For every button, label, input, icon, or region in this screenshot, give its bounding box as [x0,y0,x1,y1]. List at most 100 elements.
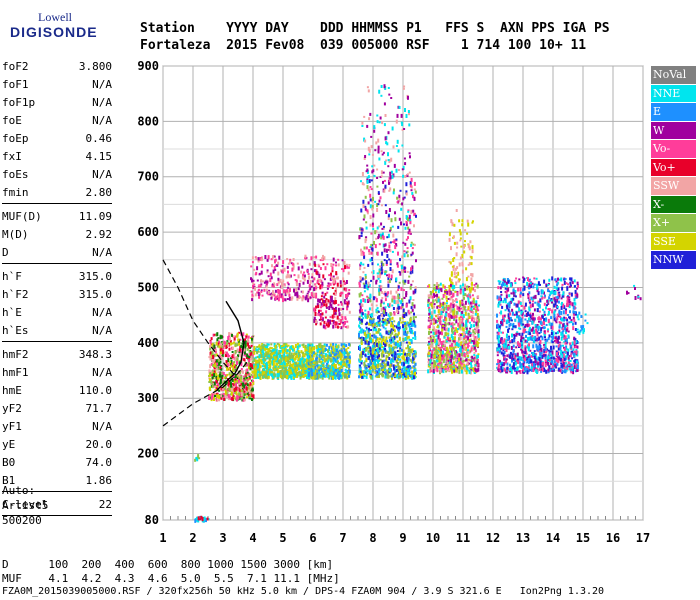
echo-point [227,353,229,358]
echo-point [365,346,367,349]
echo-point [317,312,320,316]
echo-point [322,350,325,354]
echo-point [430,311,433,315]
echo-point [301,290,304,294]
param-row: C-level 22 [2,496,112,514]
echo-point [433,305,436,309]
echo-point [365,326,368,329]
echo-point [359,370,362,374]
echo-point [278,292,281,297]
echo-point [381,297,384,299]
echo-point [240,375,243,380]
echo-point [331,362,334,365]
echo-point [399,342,402,346]
echo-point [321,284,324,287]
echo-point [339,280,342,285]
echo-point [313,287,316,292]
echo-point [256,346,259,348]
echo-point [377,362,380,367]
echo-point [252,279,255,282]
echo-point [378,291,381,296]
echo-point [457,340,460,345]
echo-point [392,346,395,351]
echo-point [248,361,250,366]
param-label: B0 [2,456,16,469]
echo-point [368,284,371,287]
echo-point [449,303,452,308]
echo-point [389,333,392,337]
echo-point [377,263,379,266]
echo-point [344,300,347,305]
echo-point [441,297,444,300]
echo-point [389,175,392,180]
echo-point [248,392,251,395]
echo-point [469,321,471,324]
echo-point [364,313,367,318]
echo-point [250,385,253,388]
echo-point [397,329,400,332]
echo-point [375,308,378,313]
echo-point [387,372,390,375]
auto-label: Auto: [2,484,36,497]
echo-point [392,359,395,363]
echo-point [329,353,332,357]
echo-point [477,309,480,312]
echo-point [272,366,275,371]
echo-point [324,371,326,375]
echo-point [262,359,265,364]
echo-point [246,396,248,399]
echo-point [242,393,245,397]
echo-point [439,354,442,358]
echo-point [381,235,384,239]
echo-point [435,285,438,290]
echo-point [360,312,363,317]
echo-point [381,353,384,358]
echo-point [340,301,342,304]
echo-point [457,322,460,327]
echo-point [321,305,324,308]
echo-point [366,169,369,174]
echo-point [386,142,389,146]
echo-point [341,268,344,270]
echo-point [470,345,473,348]
echo-point [476,284,479,289]
echo-point [437,338,440,341]
echo-point [295,282,298,287]
echo-point [382,302,385,305]
echo-point [362,337,365,341]
echo-point [325,323,328,327]
echo-point [364,207,367,211]
echo-point [389,187,392,191]
echo-point [224,389,227,392]
echo-point [385,159,388,162]
echo-point [471,294,474,297]
echo-point [371,344,374,348]
echo-point [392,241,395,243]
echo-point [236,335,239,338]
echo-point [282,297,285,301]
echo-point [333,315,336,318]
echo-point [318,373,320,378]
echo-point [287,283,290,286]
echo-point [194,518,197,523]
echo-point [292,258,295,261]
echo-point [398,321,400,326]
echo-point [391,250,394,253]
echo-point [380,344,383,347]
echo-point [229,387,232,392]
echo-point [448,357,451,360]
echo-point [371,347,374,351]
echo-point [371,350,374,355]
echo-point [220,365,223,367]
echo-point [317,364,320,367]
echo-point [272,285,275,288]
echo-point [452,289,455,292]
echo-point [284,365,287,370]
echo-point [392,372,395,376]
echo-point [434,299,437,302]
echo-point [217,371,220,374]
echo-point [374,370,377,374]
echo-point [428,324,431,327]
echo-point [241,396,243,399]
param-value: N/A [92,366,112,379]
